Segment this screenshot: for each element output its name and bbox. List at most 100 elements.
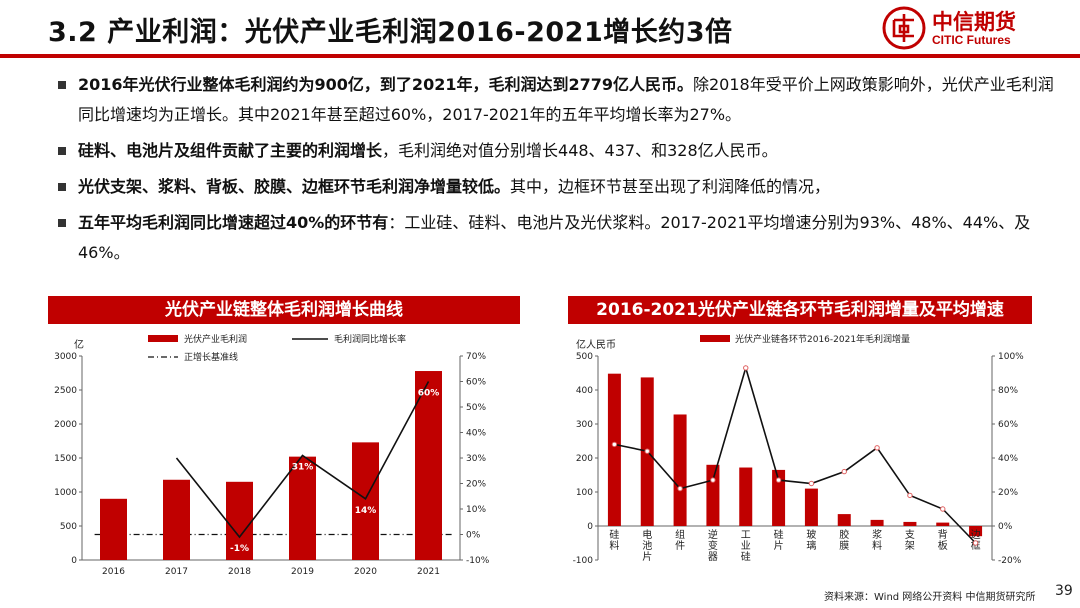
- bullet-bold: 光伏支架、浆料、背板、胶膜、边框环节毛利润净增量较低。: [78, 177, 511, 196]
- chart1-svg: 亿 0 500 1000 1500 2000 2500 3000 -10% 0% 10% 20% 30%…: [54, 333, 490, 577]
- avg-growth-point: [808, 480, 815, 487]
- chart2-title: 2016-2021光伏产业链各环节毛利润增量及平均增速: [568, 296, 1032, 324]
- avg-growth-point: [972, 540, 979, 546]
- x-tick-label: 硅料: [609, 528, 619, 552]
- bar-mark: [706, 464, 720, 526]
- x-tick-label: 工业硅: [741, 530, 751, 563]
- y2-tick-label: 70%: [466, 352, 486, 362]
- legend-label: 正增长基准线: [184, 351, 238, 363]
- x-tick-label: 浆料: [872, 528, 882, 552]
- bullet-marker: [58, 219, 66, 227]
- data-label: 3: [173, 465, 179, 475]
- y-tick-label: 3000: [54, 352, 77, 362]
- company-logo: 中信期货 CITIC Futures: [882, 6, 1072, 50]
- bullet-item: 光伏支架、浆料、背板、胶膜、边框环节毛利润净增量较低。其中，边框环节甚至出现了利…: [54, 172, 1054, 202]
- x-tick-label: 2020: [354, 567, 377, 577]
- x-tick-label: 玻璃: [806, 528, 816, 552]
- y-tick-label: 500: [576, 352, 593, 362]
- bar-mark: [100, 498, 127, 560]
- bullet-text: 除2018年受平价上网政策影响外，光伏产业毛利润同比增速均为正增长。其中2021…: [78, 75, 1054, 124]
- y2-tick-label: 30%: [466, 454, 486, 464]
- y-tick-label: 500: [60, 522, 77, 532]
- bar-mark: [837, 514, 851, 526]
- data-label: 14%: [355, 506, 377, 516]
- x-tick-label: 2017: [165, 567, 188, 577]
- legend-label: 光伏产业毛利润: [184, 333, 247, 345]
- bullet-item: 硅料、电池片及组件贡献了主要的利润增长，毛利润绝对值分别增长448、437、和3…: [54, 136, 1054, 166]
- bullet-marker: [58, 183, 66, 191]
- bar-mark: [903, 521, 917, 526]
- bar-mark: [870, 519, 884, 526]
- bar-mark: [772, 469, 786, 526]
- bullet-list: 2016年光伏行业整体毛利润约为900亿，到了2021年，毛利润达到2779亿人…: [54, 70, 1054, 274]
- bullet-item: 五年平均毛利润同比增速超过40%的环节有：工业硅、硅料、电池片及光伏浆料。201…: [54, 208, 1054, 268]
- y-tick-label: 400: [576, 386, 593, 396]
- y2-tick-label: 80%: [998, 386, 1018, 396]
- y2-tick-label: -20%: [998, 556, 1022, 566]
- bullet-marker: [58, 81, 66, 89]
- x-tick-label: 2016: [102, 567, 125, 577]
- data-label: 31%: [292, 462, 314, 472]
- bar-mark: [415, 371, 442, 560]
- y2-tick-label: 100%: [998, 352, 1024, 362]
- logo-chinese-name: 中信期货: [932, 10, 1016, 34]
- bullet-bold: 硅料、电池片及组件贡献了主要的利润增长: [78, 141, 383, 160]
- legend-swatch-bar: [700, 335, 730, 342]
- bar-mark: [804, 488, 818, 526]
- legend-swatch-bar: [148, 335, 178, 342]
- y-tick-label: 1000: [54, 488, 77, 498]
- bar-mark: [163, 479, 190, 560]
- bar-mark: [607, 373, 621, 526]
- bar-mark: [226, 481, 253, 560]
- x-tick-label: 2021: [417, 567, 440, 577]
- avg-growth-point: [775, 477, 782, 483]
- avg-growth-point: [743, 365, 749, 371]
- avg-growth-point: [841, 468, 847, 475]
- chart1-title: 光伏产业链整体毛利润增长曲线: [48, 296, 520, 324]
- citic-logo-icon: [882, 6, 926, 50]
- avg-growth-point: [907, 492, 913, 499]
- avg-growth-point: [611, 441, 618, 448]
- y2-tick-label: 10%: [466, 505, 486, 515]
- y2-tick-label: 40%: [466, 429, 486, 439]
- legend-label: 毛利润同比增长率: [334, 333, 406, 345]
- x-tick-label: 2019: [291, 567, 314, 577]
- bar-mark: [969, 526, 983, 537]
- y2-tick-label: 60%: [998, 420, 1018, 430]
- bullet-text: ，毛利润绝对值分别增长448、437、和328亿人民币。: [382, 141, 778, 160]
- x-tick-label: 硅片: [774, 528, 784, 552]
- avg-growth-point: [710, 477, 716, 483]
- logo-english-name: CITIC Futures: [932, 33, 1011, 47]
- bullet-marker: [58, 147, 66, 155]
- y2-tick-label: 0%: [998, 522, 1013, 532]
- x-tick-label: 背板: [938, 528, 948, 552]
- avg-growth-line: [614, 365, 977, 544]
- page-title: 3.2 产业利润：光伏产业毛利润2016-2021增长约3倍: [48, 17, 733, 48]
- data-label: 60%: [418, 389, 440, 399]
- x-tick-label: 胶膜: [839, 528, 849, 552]
- data-label: -1%: [230, 544, 249, 554]
- bullet-bold: 五年平均毛利润同比增速超过40%的环节有: [78, 213, 389, 232]
- y2-tick-label: -10%: [466, 556, 490, 566]
- y-axis-label: 亿: [74, 338, 84, 351]
- bullet-text: 其中，边框环节甚至出现了利润降低的情况，: [510, 177, 831, 196]
- y2-tick-label: 40%: [998, 454, 1018, 464]
- x-tick-label: 组件: [675, 528, 685, 552]
- bar-mark: [936, 522, 950, 526]
- source-note: 资料来源：Wind 网络公开资料 中信期货研究所: [824, 592, 1036, 603]
- y-tick-label: 300: [576, 420, 593, 430]
- y-tick-label: -100: [573, 556, 594, 566]
- y2-tick-label: 20%: [466, 480, 486, 490]
- avg-growth-point: [677, 485, 683, 492]
- y2-tick-label: 50%: [466, 403, 486, 413]
- x-tick-label: 逆变器: [708, 528, 718, 563]
- y2-tick-label: 20%: [998, 488, 1018, 498]
- avg-growth-point: [644, 448, 650, 454]
- y-tick-label: 1500: [54, 454, 77, 464]
- title-underline: [0, 54, 1080, 58]
- y2-tick-label: 0%: [466, 531, 481, 541]
- bar-mark: [673, 414, 687, 526]
- y-tick-label: 2000: [54, 420, 77, 430]
- x-tick-label: 2018: [228, 567, 251, 577]
- page-number: 39: [1055, 583, 1073, 599]
